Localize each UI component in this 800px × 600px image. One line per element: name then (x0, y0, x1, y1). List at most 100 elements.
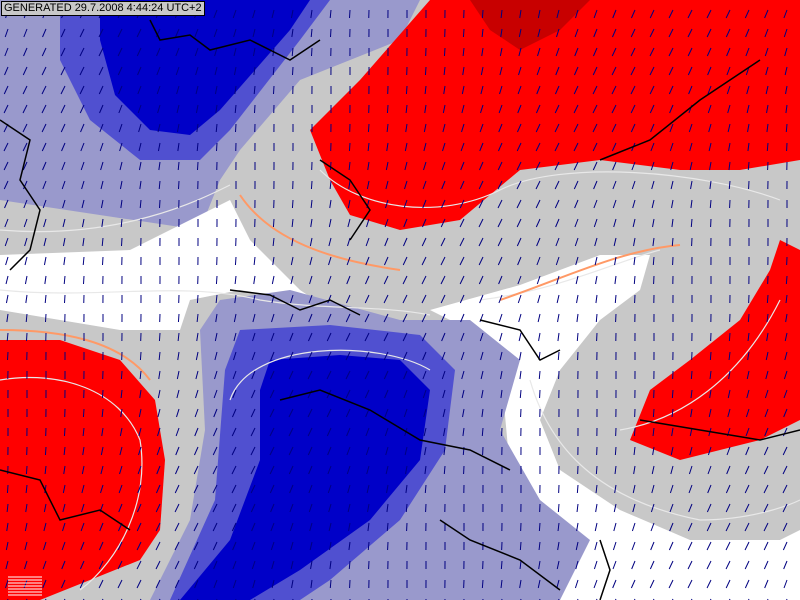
wind-arrow (4, 237, 9, 247)
wind-arrow (630, 66, 636, 76)
wind-arrow (158, 180, 161, 190)
wind-arrow (403, 199, 408, 209)
wind-arrow (557, 541, 560, 551)
wind-arrow (175, 28, 180, 38)
wind-arrow (688, 503, 693, 513)
wind-arrow (441, 332, 446, 342)
wind-arrow (592, 142, 598, 152)
wind-arrow (118, 104, 123, 114)
wind-arrow (519, 541, 522, 551)
wind-arrow (517, 256, 522, 266)
wind-arrow (746, 389, 750, 399)
wind-arrow (440, 256, 446, 266)
wind-arrow (81, 180, 85, 190)
wind-arrow (690, 370, 693, 380)
wind-arrow (630, 104, 636, 114)
wind-arrow (573, 85, 579, 95)
wind-arrow (479, 294, 484, 304)
wind-arrow (763, 503, 769, 513)
wind-arrow (367, 161, 370, 171)
wind-arrow (459, 294, 465, 304)
wind-arrow (347, 199, 351, 209)
wind-arrow (4, 66, 9, 76)
wind-arrow (575, 560, 579, 570)
wind-arrow (5, 579, 9, 589)
wind-arrow (271, 579, 275, 589)
wind-arrow (345, 351, 351, 361)
wind-arrow (498, 313, 503, 323)
wind-arrow (138, 161, 142, 171)
wind-arrow (593, 579, 598, 589)
wind-arrow (175, 427, 180, 437)
wind-arrow (726, 47, 731, 57)
red-region-east (630, 240, 800, 460)
white-region-east (430, 255, 800, 600)
wind-arrow (404, 180, 408, 190)
wind-arrow (289, 503, 294, 513)
wind-arrow (728, 351, 731, 361)
wind-arrow (42, 161, 47, 171)
wind-arrow (119, 180, 123, 190)
wind-arrow (593, 199, 598, 209)
wind-arrow (784, 66, 788, 76)
wind-arrow (252, 579, 256, 589)
wind-arrow (632, 199, 636, 209)
wind-arrow (500, 370, 503, 380)
wind-arrow (744, 484, 750, 494)
wind-arrow (785, 85, 788, 95)
wind-arrow (25, 465, 28, 475)
wind-arrow (668, 47, 674, 57)
wind-arrow (518, 332, 522, 342)
wind-arrow (595, 294, 598, 304)
wind-arrow (193, 541, 199, 551)
wind-arrow (423, 142, 427, 152)
wind-arrow (765, 370, 769, 380)
wind-arrow (688, 85, 693, 95)
wind-arrow (213, 28, 218, 38)
wind-arrow (329, 180, 332, 190)
wind-arrow (5, 541, 9, 551)
wind-arrow (611, 142, 617, 152)
wind-arrow (709, 199, 712, 209)
wind-arrow (347, 484, 351, 494)
wind-arrow (81, 465, 85, 475)
wind-arrow (80, 142, 85, 152)
wind-arrow (500, 9, 503, 19)
wind-arrow (671, 389, 674, 399)
wind-arrow (728, 332, 731, 342)
wind-arrow (481, 9, 484, 19)
wind-arrow (79, 47, 85, 57)
wind-arrow (384, 389, 389, 399)
wind-arrow (79, 66, 85, 76)
wind-arrow (81, 484, 85, 494)
wind-arrow (687, 28, 693, 38)
wind-arrow (633, 237, 636, 247)
wind-arrow (139, 180, 142, 190)
wind-arrow (346, 427, 351, 437)
wind-arrow (402, 332, 408, 342)
wind-arrow (231, 427, 237, 437)
wind-arrow (291, 218, 294, 228)
wind-arrow (519, 370, 522, 380)
wind-arrow (405, 465, 408, 475)
wind-arrow (536, 66, 541, 76)
wind-arrow (82, 427, 85, 437)
wind-arrow (763, 446, 769, 456)
wind-arrow (348, 180, 351, 190)
wind-arrow (6, 503, 9, 513)
wind-arrow (367, 123, 370, 133)
wind-arrow (785, 104, 788, 114)
wind-arrow (23, 218, 28, 228)
wind-arrow (309, 522, 313, 532)
wind-arrow (593, 560, 598, 570)
wind-arrow (592, 85, 598, 95)
wind-arrow (308, 503, 313, 513)
wind-arrow (671, 427, 674, 437)
wind-arrow (593, 180, 598, 190)
wind-arrow (783, 370, 788, 380)
wind-arrow (460, 161, 465, 171)
wind-arrow (328, 237, 332, 247)
wind-arrow (612, 199, 617, 209)
wind-arrow (631, 180, 636, 190)
wind-arrow (747, 332, 750, 342)
